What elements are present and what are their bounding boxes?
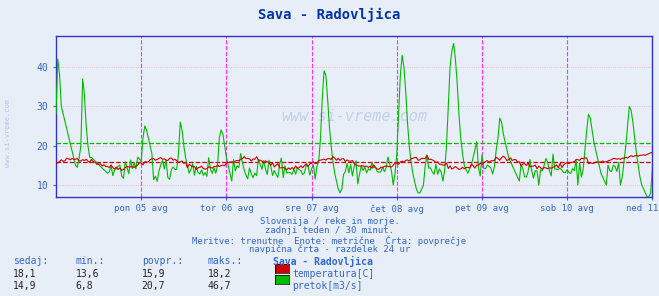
- Text: 46,7: 46,7: [208, 281, 231, 291]
- Text: povpr.:: povpr.:: [142, 256, 183, 266]
- Text: 20,7: 20,7: [142, 281, 165, 291]
- Text: sedaj:: sedaj:: [13, 256, 48, 266]
- Text: Sava - Radovljica: Sava - Radovljica: [273, 256, 374, 267]
- Text: pretok[m3/s]: pretok[m3/s]: [293, 281, 363, 291]
- Text: zadnji teden / 30 minut.: zadnji teden / 30 minut.: [265, 226, 394, 235]
- Text: 18,2: 18,2: [208, 269, 231, 279]
- Text: Meritve: trenutne  Enote: metrične  Črta: povprečje: Meritve: trenutne Enote: metrične Črta: …: [192, 235, 467, 245]
- Text: 14,9: 14,9: [13, 281, 37, 291]
- Text: Sava - Radovljica: Sava - Radovljica: [258, 7, 401, 22]
- Text: temperatura[C]: temperatura[C]: [293, 269, 375, 279]
- Text: navpična črta - razdelek 24 ur: navpična črta - razdelek 24 ur: [249, 244, 410, 254]
- Text: min.:: min.:: [76, 256, 105, 266]
- Text: Slovenija / reke in morje.: Slovenija / reke in morje.: [260, 217, 399, 226]
- Text: www.si-vreme.com: www.si-vreme.com: [281, 109, 427, 124]
- Text: 13,6: 13,6: [76, 269, 100, 279]
- Text: www.si-vreme.com: www.si-vreme.com: [5, 99, 11, 167]
- Text: 6,8: 6,8: [76, 281, 94, 291]
- Text: 18,1: 18,1: [13, 269, 37, 279]
- Text: maks.:: maks.:: [208, 256, 243, 266]
- Text: 15,9: 15,9: [142, 269, 165, 279]
